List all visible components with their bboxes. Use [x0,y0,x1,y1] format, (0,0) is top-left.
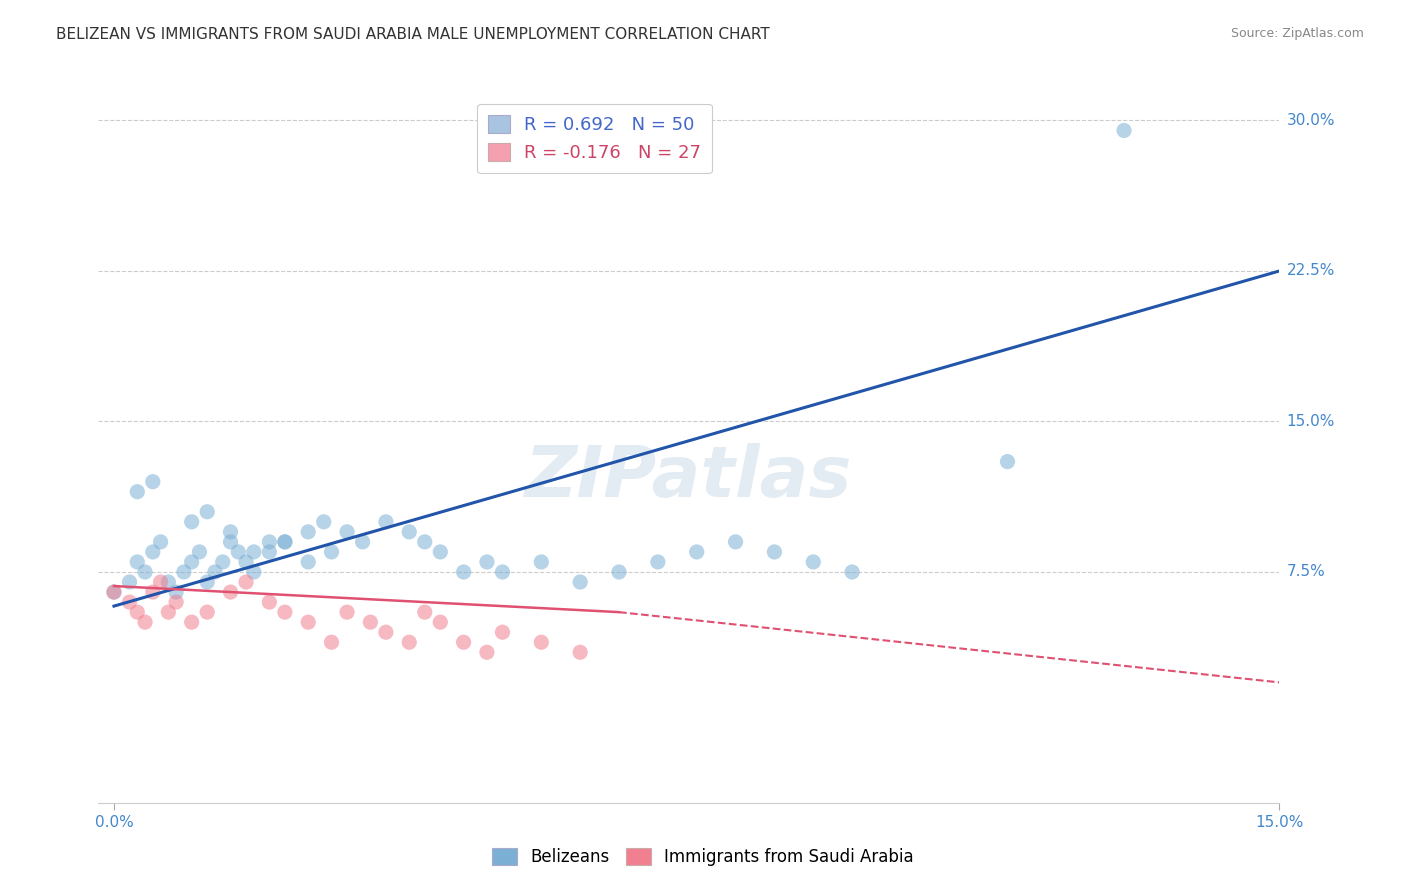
Text: 7.5%: 7.5% [1286,565,1324,580]
Point [841,565,863,579]
Point [226,545,249,559]
Text: Source: ZipAtlas.com: Source: ZipAtlas.com [1230,27,1364,40]
Point [103,585,125,599]
Point [259,534,281,549]
Point [569,645,592,659]
Point [297,524,319,539]
Point [413,605,436,619]
Point [180,615,202,630]
Point [259,545,281,559]
Point [142,545,165,559]
Point [157,605,180,619]
Point [491,565,513,579]
Point [235,574,257,589]
Point [475,555,498,569]
Point [165,595,187,609]
Point [374,625,396,640]
Point [195,605,218,619]
Point [195,574,218,589]
Point [398,635,420,649]
Point [103,585,125,599]
Point [453,635,475,649]
Point [607,565,630,579]
Point [173,565,195,579]
Point [134,565,156,579]
Point [127,605,149,619]
Point [235,555,257,569]
Point [204,565,226,579]
Point [165,585,187,599]
Point [180,555,202,569]
Point [118,595,141,609]
Point [157,574,180,589]
Point [142,585,165,599]
Point [352,534,374,549]
Text: BELIZEAN VS IMMIGRANTS FROM SAUDI ARABIA MALE UNEMPLOYMENT CORRELATION CHART: BELIZEAN VS IMMIGRANTS FROM SAUDI ARABIA… [56,27,770,42]
Text: 15.0%: 15.0% [1286,414,1334,429]
Point [219,585,242,599]
Point [429,615,451,630]
Point [491,625,513,640]
Point [359,615,381,630]
Point [243,565,266,579]
Point [530,635,553,649]
Point [118,574,141,589]
Point [453,565,475,579]
Point [297,555,319,569]
Point [763,545,786,559]
Point [312,515,335,529]
Point [195,505,218,519]
Point [259,595,281,609]
Text: 22.5%: 22.5% [1286,263,1334,278]
Point [297,615,319,630]
Point [398,524,420,539]
Point [997,455,1019,469]
Point [336,524,359,539]
Point [274,534,297,549]
Point [801,555,824,569]
Point [180,515,202,529]
Point [1112,123,1135,137]
Point [530,555,553,569]
Point [321,635,343,649]
Point [127,484,149,499]
Point [475,645,498,659]
Legend: Belizeans, Immigrants from Saudi Arabia: Belizeans, Immigrants from Saudi Arabia [484,840,922,875]
Point [211,555,233,569]
Point [274,605,297,619]
Point [243,545,266,559]
Point [647,555,669,569]
Point [374,515,396,529]
Point [142,475,165,489]
Point [149,534,172,549]
Legend: R = 0.692   N = 50, R = -0.176   N = 27: R = 0.692 N = 50, R = -0.176 N = 27 [477,103,711,173]
Point [321,545,343,559]
Point [127,555,149,569]
Point [219,524,242,539]
Point [336,605,359,619]
Point [149,574,172,589]
Point [724,534,747,549]
Point [219,534,242,549]
Point [413,534,436,549]
Text: ZIPatlas: ZIPatlas [526,443,852,512]
Point [686,545,709,559]
Point [569,574,592,589]
Text: 30.0%: 30.0% [1286,113,1334,128]
Point [188,545,211,559]
Point [134,615,156,630]
Point [274,534,297,549]
Point [429,545,451,559]
